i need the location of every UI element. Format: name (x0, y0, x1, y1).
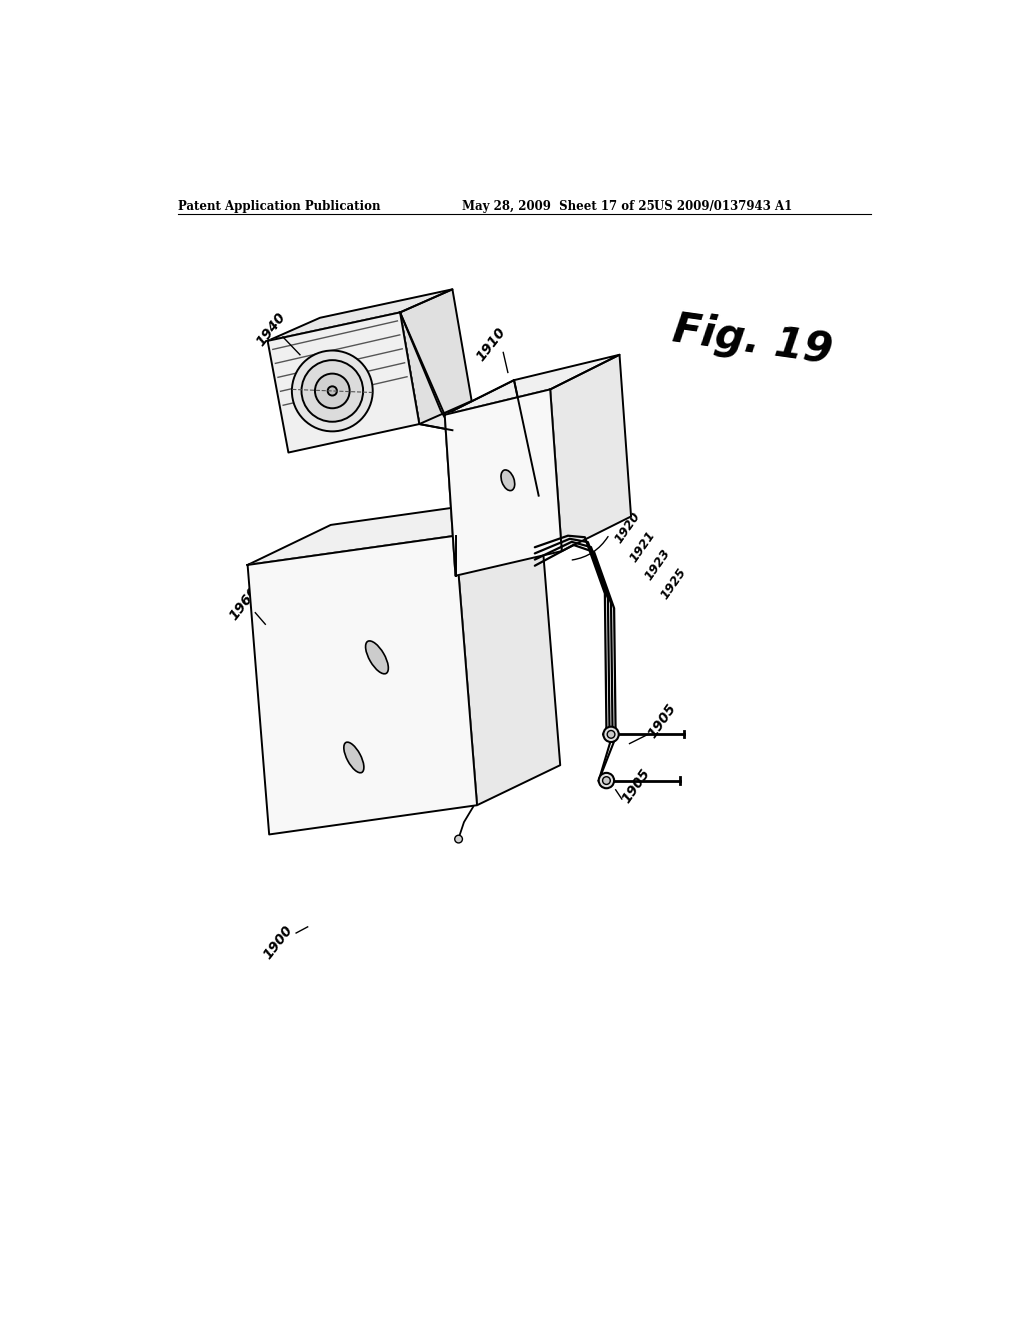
Polygon shape (444, 389, 562, 576)
Ellipse shape (366, 642, 388, 673)
Text: 1921: 1921 (628, 528, 658, 565)
Ellipse shape (315, 374, 349, 408)
Polygon shape (456, 496, 560, 805)
Polygon shape (400, 313, 453, 430)
Circle shape (603, 726, 618, 742)
Polygon shape (444, 380, 539, 576)
Polygon shape (400, 289, 472, 424)
Text: 1960: 1960 (227, 583, 262, 623)
Text: 1900: 1900 (261, 923, 296, 962)
Circle shape (607, 730, 614, 738)
Text: 1940: 1940 (253, 310, 288, 348)
Text: 1905: 1905 (620, 766, 653, 805)
Circle shape (599, 774, 614, 788)
Polygon shape (444, 355, 620, 414)
Text: May 28, 2009  Sheet 17 of 25: May 28, 2009 Sheet 17 of 25 (462, 199, 654, 213)
Polygon shape (550, 355, 631, 552)
Ellipse shape (301, 360, 364, 422)
Polygon shape (267, 289, 453, 341)
Text: 1905: 1905 (645, 701, 679, 741)
Text: US 2009/0137943 A1: US 2009/0137943 A1 (654, 199, 793, 213)
Text: 1920: 1920 (611, 510, 642, 546)
Circle shape (602, 776, 610, 784)
Ellipse shape (328, 387, 337, 396)
Polygon shape (248, 536, 477, 834)
Text: Fig. 19: Fig. 19 (670, 309, 835, 372)
Ellipse shape (501, 470, 515, 491)
Polygon shape (267, 313, 419, 453)
Text: 1925: 1925 (658, 565, 689, 602)
Polygon shape (248, 496, 539, 565)
Text: 1923: 1923 (643, 546, 674, 583)
Circle shape (455, 836, 463, 843)
Text: 1910: 1910 (473, 325, 508, 364)
Ellipse shape (292, 351, 373, 432)
Text: Patent Application Publication: Patent Application Publication (178, 199, 381, 213)
Ellipse shape (344, 742, 364, 772)
